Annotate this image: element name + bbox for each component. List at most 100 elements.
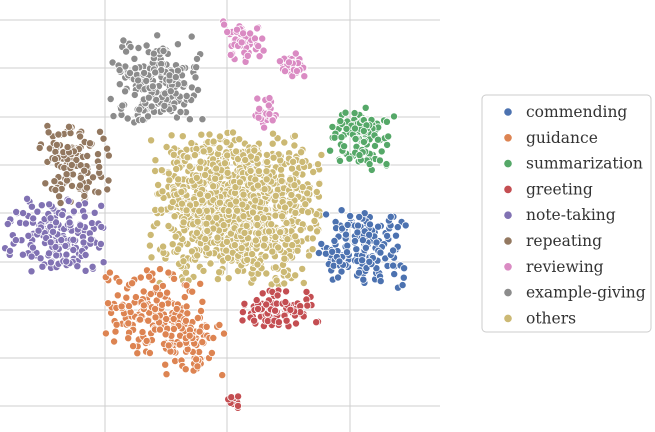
- data-point: [188, 287, 197, 296]
- data-point: [308, 245, 317, 254]
- data-point: [341, 108, 350, 117]
- data-point: [170, 212, 179, 221]
- data-point: [377, 147, 386, 156]
- data-point: [240, 228, 249, 237]
- data-point: [211, 174, 220, 183]
- data-point: [282, 218, 291, 227]
- data-point: [155, 325, 164, 334]
- data-point: [51, 185, 60, 194]
- data-point: [390, 270, 399, 279]
- data-point: [382, 160, 391, 169]
- data-point: [259, 46, 268, 55]
- data-point: [169, 150, 178, 159]
- data-point: [103, 185, 112, 194]
- data-point: [254, 113, 263, 122]
- data-point: [187, 32, 196, 41]
- data-point: [272, 276, 281, 285]
- data-point: [131, 64, 140, 73]
- data-point: [337, 267, 346, 276]
- data-point: [333, 273, 342, 282]
- data-point: [172, 304, 181, 313]
- data-point: [253, 220, 262, 229]
- data-point: [134, 44, 143, 53]
- data-point: [373, 135, 382, 144]
- data-point: [157, 205, 166, 214]
- data-point: [213, 275, 222, 284]
- data-point: [131, 293, 140, 302]
- data-point: [153, 31, 162, 40]
- data-point: [140, 68, 149, 77]
- data-point: [383, 231, 392, 240]
- data-point: [282, 287, 291, 296]
- data-point: [196, 306, 205, 315]
- data-point: [50, 177, 59, 186]
- data-point: [55, 192, 64, 201]
- data-point: [279, 267, 288, 276]
- data-point: [147, 253, 156, 262]
- data-point: [88, 262, 97, 271]
- data-point: [187, 139, 196, 148]
- data-point: [281, 298, 290, 307]
- data-point: [398, 281, 407, 290]
- data-point: [178, 132, 187, 141]
- data-point: [115, 80, 124, 89]
- data-point: [223, 253, 232, 262]
- data-point: [271, 232, 280, 241]
- data-point: [24, 231, 33, 240]
- data-point: [317, 150, 326, 159]
- data-point: [282, 316, 291, 325]
- data-point: [180, 293, 189, 302]
- data-point: [169, 324, 178, 333]
- data-point: [365, 160, 374, 169]
- data-point: [253, 260, 262, 269]
- data-point: [65, 218, 74, 227]
- data-point: [181, 365, 190, 374]
- data-point: [209, 137, 218, 146]
- data-point: [171, 232, 180, 241]
- data-point: [27, 252, 36, 261]
- data-point: [3, 219, 12, 228]
- data-point: [136, 315, 145, 324]
- legend-frame: [481, 94, 652, 333]
- data-point: [228, 128, 237, 137]
- data-point: [94, 150, 103, 159]
- data-point: [389, 261, 398, 270]
- data-point: [376, 277, 385, 286]
- data-point: [118, 101, 127, 110]
- data-point: [312, 318, 321, 327]
- data-point: [103, 144, 112, 153]
- data-point: [144, 93, 153, 102]
- data-point: [238, 316, 247, 325]
- data-point: [222, 246, 231, 255]
- data-point: [19, 209, 28, 218]
- legend-marker-commending: [503, 107, 513, 117]
- data-point: [101, 329, 110, 338]
- data-point: [144, 316, 153, 325]
- data-point: [202, 244, 211, 253]
- data-point: [73, 262, 82, 271]
- data-point: [252, 296, 261, 305]
- series-others: [145, 128, 326, 289]
- data-point: [206, 259, 215, 268]
- data-point: [290, 181, 299, 190]
- data-point: [182, 206, 191, 215]
- data-point: [222, 138, 231, 147]
- data-point: [187, 247, 196, 256]
- data-point: [6, 246, 14, 255]
- data-point: [351, 134, 360, 143]
- data-point: [145, 348, 154, 357]
- data-point: [12, 207, 21, 216]
- data-point: [88, 219, 97, 228]
- data-point: [46, 214, 55, 223]
- data-point: [276, 228, 285, 237]
- data-point: [193, 313, 202, 322]
- data-point: [271, 306, 280, 315]
- data-point: [168, 197, 177, 206]
- data-point: [246, 152, 255, 161]
- data-point: [143, 112, 152, 121]
- data-point: [231, 197, 240, 206]
- data-point: [199, 147, 208, 156]
- data-point: [38, 262, 47, 271]
- data-point: [113, 291, 122, 300]
- data-point: [280, 203, 289, 212]
